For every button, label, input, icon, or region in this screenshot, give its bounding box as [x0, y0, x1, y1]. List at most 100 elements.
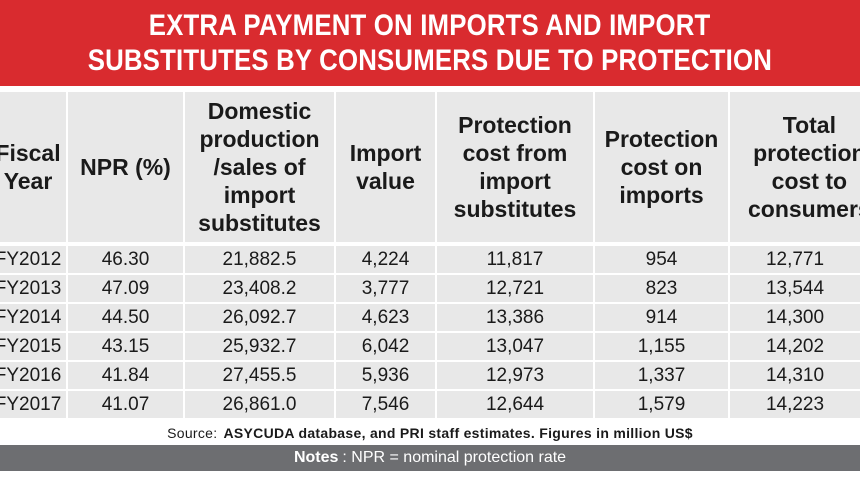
- header-text: /sales of: [213, 154, 306, 180]
- cell-value: 25,932.7: [222, 335, 297, 357]
- table-cell-protection-cost-substitutes: 12,644: [435, 391, 593, 420]
- table-cell-import-value: 3,777: [334, 275, 435, 304]
- cell-value: 13,386: [485, 306, 545, 328]
- table-cell-total-protection-cost: 12,771: [728, 246, 860, 275]
- divider: [0, 86, 860, 92]
- cell-value: FY2017: [0, 393, 62, 415]
- table-cell-total-protection-cost: 14,202: [728, 333, 860, 362]
- table-cell-total-protection-cost: 14,223: [728, 391, 860, 420]
- table-cell-import-value: 4,224: [334, 246, 435, 275]
- cell-value: 13,544: [765, 277, 825, 299]
- source-note: Source: ASYCUDA database, and PRI staff …: [0, 422, 860, 444]
- table-cell-npr: 47.09: [66, 275, 183, 304]
- table-cell-protection-cost-substitutes: 13,047: [435, 333, 593, 362]
- notes-bar: Notes : NPR = nominal protection rate: [0, 445, 860, 471]
- table-cell-protection-cost-imports: 954: [593, 246, 728, 275]
- table-cell-fiscal-year: FY2016: [0, 362, 66, 391]
- column-header-domestic-production: Domestic production/sales of import substit…: [183, 92, 334, 246]
- table-cell-fiscal-year: FY2014: [0, 304, 66, 333]
- cell-value: 13,047: [485, 335, 545, 357]
- column-header-npr: NPR (%): [66, 92, 183, 246]
- cell-value: 4,623: [361, 306, 410, 328]
- cell-value: 12,644: [485, 393, 545, 415]
- table-cell-fiscal-year: FY2012: [0, 246, 66, 275]
- table-cell-total-protection-cost: 14,310: [728, 362, 860, 391]
- table-cell-protection-cost-imports: 1,155: [593, 333, 728, 362]
- notes-label: Notes: [293, 449, 339, 466]
- header-text: cost on: [620, 154, 703, 180]
- cell-value: 4,224: [361, 248, 410, 270]
- column-header-fiscal-year: Fiscal Year: [0, 92, 66, 246]
- cell-value: 5,936: [361, 364, 410, 386]
- cell-value: 26,861.0: [222, 393, 297, 415]
- table-cell-import-value: 4,623: [334, 304, 435, 333]
- header-text: cost from: [462, 140, 568, 166]
- cell-value: 14,223: [765, 393, 825, 415]
- cell-value: 1,155: [637, 335, 686, 357]
- cell-value: 46.30: [101, 248, 150, 270]
- cell-value: 43.15: [101, 335, 150, 357]
- table-cell-protection-cost-substitutes: 12,721: [435, 275, 593, 304]
- table-cell-npr: 46.30: [66, 246, 183, 275]
- table-cell-protection-cost-substitutes: 13,386: [435, 304, 593, 333]
- header-text: Domestic: [207, 98, 312, 124]
- header-text: Import: [349, 140, 422, 166]
- table-cell-total-protection-cost: 13,544: [728, 275, 860, 304]
- table-cell-domestic-production: 26,092.7: [183, 304, 334, 333]
- table-cell-protection-cost-imports: 914: [593, 304, 728, 333]
- cell-value: FY2012: [0, 248, 62, 270]
- cell-value: 914: [645, 306, 678, 328]
- header-text: value: [356, 168, 415, 194]
- cell-value: FY2015: [0, 335, 62, 357]
- header-text: import: [223, 182, 296, 208]
- cell-value: FY2016: [0, 364, 62, 386]
- table-cell-domestic-production: 25,932.7: [183, 333, 334, 362]
- cell-value: 1,337: [637, 364, 686, 386]
- column-header-total-protection-cost: Total protection cost to consumers: [728, 92, 860, 246]
- cell-value: 14,202: [765, 335, 825, 357]
- cell-value: 26,092.7: [222, 306, 297, 328]
- table-cell-protection-cost-substitutes: 11,817: [435, 246, 593, 275]
- header-text: imports: [619, 182, 704, 208]
- source-text: ASYCUDA database, and PRI staff estimate…: [223, 425, 693, 441]
- table-cell-protection-cost-imports: 1,337: [593, 362, 728, 391]
- cell-value: 12,973: [485, 364, 545, 386]
- table-cell-protection-cost-imports: 1,579: [593, 391, 728, 420]
- cell-value: 6,042: [361, 335, 410, 357]
- title-line-2: SUBSTITUTES BY CONSUMERS DUE TO PROTECTI…: [87, 44, 773, 77]
- cell-value: FY2014: [0, 306, 62, 328]
- cell-value: 41.84: [101, 364, 150, 386]
- header-text: production: [199, 126, 320, 152]
- header-text: NPR (%): [80, 154, 171, 180]
- column-header-protection-cost-imports: Protection cost on imports: [593, 92, 728, 246]
- source-label: Source:: [167, 425, 218, 441]
- header-text: Protection: [604, 126, 719, 152]
- cell-value: 12,771: [765, 248, 825, 270]
- header-text: Total: [782, 112, 836, 138]
- cell-value: 3,777: [361, 277, 410, 299]
- table-cell-protection-cost-substitutes: 12,973: [435, 362, 593, 391]
- header-text: protection: [753, 140, 860, 166]
- cell-value: 21,882.5: [222, 248, 297, 270]
- title-line-1: EXTRA PAYMENT ON IMPORTS AND IMPORT: [149, 9, 711, 42]
- notes-text: : NPR = nominal protection rate: [342, 449, 567, 466]
- header-text: substitutes: [453, 196, 577, 222]
- cell-value: 41.07: [101, 393, 150, 415]
- table-cell-import-value: 6,042: [334, 333, 435, 362]
- table-cell-fiscal-year: FY2013: [0, 275, 66, 304]
- table-cell-npr: 43.15: [66, 333, 183, 362]
- table-cell-fiscal-year: FY2017: [0, 391, 66, 420]
- table-cell-import-value: 7,546: [334, 391, 435, 420]
- cell-value: FY2013: [0, 277, 62, 299]
- header-text: cost to: [771, 168, 848, 194]
- cell-value: 47.09: [101, 277, 150, 299]
- cell-value: 823: [645, 277, 678, 299]
- table-cell-npr: 41.84: [66, 362, 183, 391]
- cell-value: 14,310: [765, 364, 825, 386]
- table-cell-domestic-production: 21,882.5: [183, 246, 334, 275]
- cell-value: 1,579: [637, 393, 686, 415]
- cell-value: 11,817: [486, 248, 544, 270]
- data-table: Fiscal Year NPR (%) Domestic production/sale…: [0, 92, 860, 422]
- cell-value: 954: [645, 248, 678, 270]
- table-cell-total-protection-cost: 14,300: [728, 304, 860, 333]
